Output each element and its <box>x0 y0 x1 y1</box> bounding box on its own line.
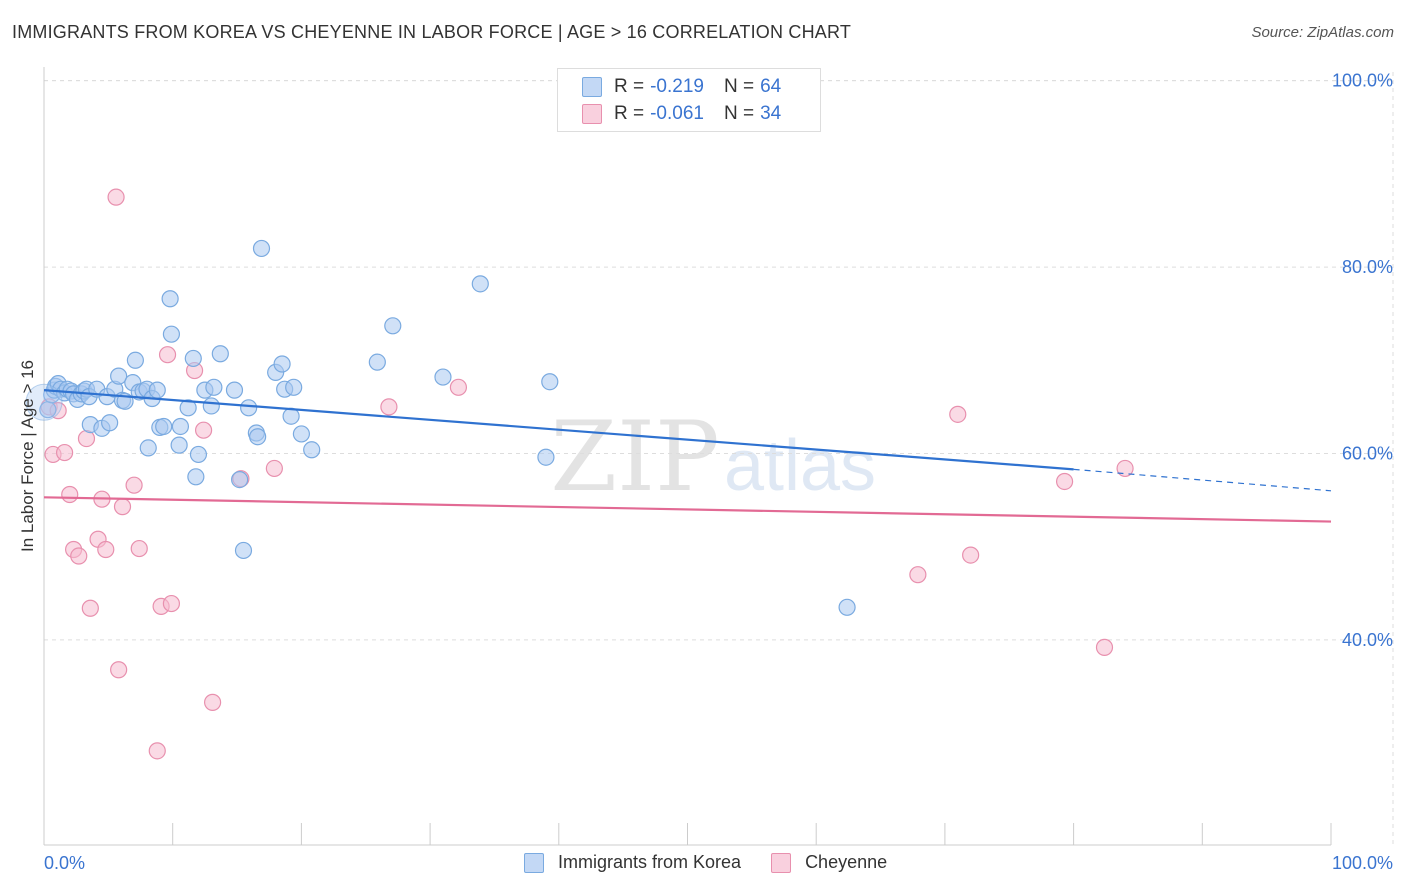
cheyenne-point <box>203 693 222 711</box>
n-value-korea: 64 <box>760 76 782 97</box>
korea-point <box>273 355 291 373</box>
axis-layer <box>43 67 1332 846</box>
y-tick-label: 40.0% <box>1342 630 1393 650</box>
legend-swatch-korea <box>582 77 602 97</box>
korea-point <box>187 468 205 486</box>
cheyenne-trend-line <box>43 496 1332 523</box>
korea-point <box>179 399 197 417</box>
cheyenne-point <box>265 459 283 478</box>
korea-point <box>170 436 188 454</box>
cheyenne-point <box>162 594 181 613</box>
watermark-zip: ZIP <box>550 401 719 513</box>
x-tick-label: 0.0% <box>44 853 85 873</box>
cheyenne-point <box>107 188 125 206</box>
korea-point <box>249 428 267 446</box>
cheyenne-point <box>1116 459 1134 478</box>
r-label: R = <box>614 103 645 124</box>
cheyenne-point <box>70 547 88 565</box>
korea-point <box>110 367 128 385</box>
korea-point <box>225 381 244 399</box>
korea-point <box>285 378 303 396</box>
trend-layer <box>43 389 1332 523</box>
korea-point <box>205 378 223 396</box>
korea-point <box>211 345 229 363</box>
watermark-atlas: atlas <box>724 426 876 506</box>
korea-point <box>148 381 166 399</box>
korea-point <box>139 439 157 457</box>
korea-point <box>471 275 489 293</box>
series-legend: Immigrants from Korea Cheyenne <box>524 852 917 873</box>
cheyenne-point <box>125 476 143 494</box>
n-label: N = <box>723 103 755 124</box>
cheyenne-point <box>61 485 79 504</box>
legend-item-korea[interactable]: Immigrants from Korea <box>524 852 741 873</box>
legend-swatch-cheyenne <box>771 852 792 873</box>
korea-point <box>101 414 119 432</box>
legend-swatch-korea <box>524 852 544 873</box>
legend-row-cheyenne: R = -0.061 N = 34 <box>582 102 781 126</box>
n-label: N = <box>723 76 755 97</box>
cheyenne-point <box>1055 472 1074 491</box>
cheyenne-point <box>130 539 148 558</box>
n-value-cheyenne: 34 <box>760 103 782 124</box>
korea-point <box>541 373 559 391</box>
cheyenne-point <box>380 398 398 416</box>
korea-points <box>25 239 856 616</box>
y-tick-label: 100.0% <box>1332 71 1393 91</box>
korea-point <box>202 397 220 415</box>
korea-point <box>231 471 249 489</box>
tick-label-layer: 40.0% 60.0% 80.0% 100.0% 0.0% 100.0% <box>44 71 1393 873</box>
korea-point <box>234 541 253 560</box>
y-tick-label: 80.0% <box>1342 257 1393 277</box>
korea-point-cluster <box>25 383 63 421</box>
y-tick-label: 60.0% <box>1342 444 1393 464</box>
korea-point <box>838 598 856 616</box>
korea-point <box>161 290 179 308</box>
korea-point <box>155 417 173 436</box>
r-value-cheyenne: -0.061 <box>650 103 704 124</box>
legend-item-cheyenne[interactable]: Cheyenne <box>771 852 887 873</box>
cheyenne-point <box>55 443 74 462</box>
cheyenne-point <box>97 540 115 559</box>
cheyenne-point <box>113 498 132 516</box>
korea-point <box>126 351 144 369</box>
legend-row-korea: R = -0.219 N = 64 <box>582 75 781 99</box>
cheyenne-point <box>110 661 128 679</box>
correlation-legend: R = -0.219 N = 64 R = -0.061 N = 34 <box>557 68 821 132</box>
cheyenne-point <box>158 346 177 364</box>
legend-label-cheyenne: Cheyenne <box>805 852 888 872</box>
cheyenne-point <box>962 546 980 564</box>
cheyenne-point <box>909 566 927 584</box>
cheyenne-point <box>1095 638 1114 656</box>
korea-point <box>162 325 181 343</box>
korea-point <box>189 445 208 464</box>
cheyenne-point <box>81 599 99 617</box>
r-value-korea: -0.219 <box>650 76 704 97</box>
korea-point <box>368 353 386 371</box>
korea-point <box>303 441 321 459</box>
korea-point <box>384 317 402 335</box>
korea-point <box>240 399 258 417</box>
cheyenne-point <box>949 405 967 423</box>
cheyenne-point <box>148 742 166 760</box>
cheyenne-point <box>449 378 468 396</box>
korea-trend-line <box>43 389 1074 471</box>
legend-label-korea: Immigrants from Korea <box>558 852 742 872</box>
korea-point <box>184 349 202 368</box>
chart-title: IMMIGRANTS FROM KOREA VS CHEYENNE IN LAB… <box>12 22 852 42</box>
korea-point <box>434 368 452 386</box>
korea-trend-extension <box>1073 468 1332 492</box>
korea-point <box>292 425 310 443</box>
source-label: Source: ZipAtlas.com <box>1251 24 1394 41</box>
korea-point <box>252 239 271 258</box>
r-label: R = <box>614 76 645 97</box>
y-axis-label: In Labor Force | Age > 16 <box>18 359 37 553</box>
korea-point <box>537 448 555 466</box>
x-tick-label: 100.0% <box>1332 853 1393 873</box>
korea-point <box>171 417 190 436</box>
legend-swatch-cheyenne <box>582 104 602 124</box>
cheyenne-point <box>194 421 213 439</box>
